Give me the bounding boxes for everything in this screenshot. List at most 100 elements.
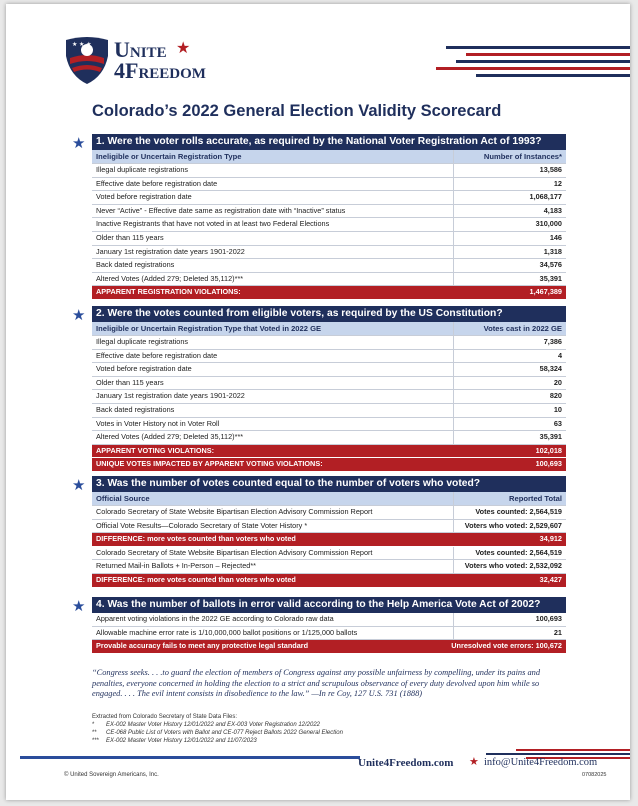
table-row: Official Vote Results—Colorado Secretary… [92,519,566,534]
table-row: Apparent voting violations in the 2022 G… [92,613,566,627]
total-row: UNIQUE VOTES IMPACTED BY APPARENT VOTING… [92,458,566,472]
row-label: Altered Votes (Added 279; Deleted 35,112… [96,273,244,283]
section-question: 4. Was the number of ballots in error va… [92,597,566,613]
column-header: Ineligible or Uncertain Registration Typ… [96,152,242,161]
table-row: Voted before registration date 1,068,177 [92,191,566,205]
column-header: Votes cast in 2022 GE [453,322,566,335]
row-value: 20 [453,376,566,390]
row-label: Older than 115 years [96,377,164,387]
svg-text:★ ★ ★: ★ ★ ★ [72,41,91,48]
row-label: Older than 115 years [96,232,164,242]
row-label: Effective date before registration date [96,350,218,360]
doc-code: 07082025 [582,772,607,778]
quote: “Congress seeks. . . .to guard the elect… [92,668,541,698]
total-row: APPARENT REGISTRATION VIOLATIONS: 1,467,3… [92,286,566,300]
row-value: 100,693 [453,613,566,626]
row-value: 35,391 [453,272,566,286]
section: ★ 1. Were the voter rolls accurate, as re… [72,134,566,300]
row-value: 63 [453,417,566,431]
total-row: DIFFERENCE: more votes counted than vote… [92,573,566,588]
total-label: UNIQUE VOTES IMPACTED BY APPARENT VOTING… [96,459,323,469]
footnote-mark: ** [92,730,97,736]
row-value: 4 [453,349,566,363]
footer-star: ★ [469,756,479,768]
row-label: Inactive Registrants that have not voted… [96,219,330,229]
row-label: Voted before registration date [96,364,192,374]
row-label: Back dated registrations [96,260,175,270]
row-label: Never “Active” - Effective date same as … [96,205,346,215]
table-row: Older than 115 years 20 [92,376,566,391]
logo-emblem: ★ ★ ★ [66,37,108,84]
footnote-mark: *** [92,738,100,744]
footer-email[interactable]: info@Unite4Freedom.com [484,757,598,768]
total-row: APPARENT VOTING VIOLATIONS: 102,018 [92,444,566,459]
table-row: Colorado Secretary of State Website Bipa… [92,506,566,520]
footnote: ** CE-068 Public List of Voters with Ball… [92,729,343,737]
row-value: Voters who voted: 2,532,092 [453,560,566,573]
row-label: Voted before registration date [96,192,192,202]
table-row: Illegal duplicate registrations 7,386 [92,336,566,350]
row-value: 34,576 [453,259,566,272]
footnote-text: CE-068 Public List of Voters with Ballot… [106,730,343,736]
total-label: DIFFERENCE: more votes counted than vote… [96,534,296,544]
table-row: January 1st registration date years 1901… [92,390,566,404]
table-row: Effective date before registration date 1… [92,177,566,192]
footnote: * EX-002 Master Voter History 12/01/2022 … [92,721,343,729]
table-row: Back dated registrations 34,576 [92,259,566,273]
column-header: Official Source [96,494,150,503]
row-value: 58,324 [453,363,566,376]
row-label: Votes in Voter History not in Voter Roll [96,418,220,428]
page: ★ ★ ★ Unite ★ 4Freedom Colorado’s 2022 G… [6,4,630,800]
column-header: Number of Instances* [453,150,566,163]
row-label: Allowable machine error rate is 1/10,000… [96,627,358,637]
row-label: January 1st registration date years 1901… [96,391,245,401]
table-row: Back dated registrations 10 [92,403,566,418]
row-label: Effective date before registration date [96,178,218,188]
row-value: Voters who voted: 2,529,607 [453,519,566,533]
star-icon: ★ [72,598,86,615]
section: ★ 4. Was the number of ballots in error v… [72,597,566,654]
total-row: Provable accuracy fails to meet any prot… [92,640,566,654]
total-label: Provable accuracy fails to meet any prot… [96,641,309,651]
row-label: Colorado Secretary of State Website Bipa… [96,507,373,516]
total-value: 100,693 [535,459,562,469]
row-value: 13,586 [453,164,566,177]
row-label: Illegal duplicate registrations [96,165,189,174]
table-header: Ineligible or Uncertain Registration Typ… [92,322,566,336]
section: ★ 2. Were the votes counted from eligible… [72,306,566,472]
section: ★ 3. Was the number of votes counted equa… [72,476,566,588]
flag-stripes [436,46,630,77]
star-icon: ★ [72,477,86,494]
row-value: 4,183 [453,204,566,218]
footer-website[interactable]: Unite4Freedom.com [358,757,454,769]
table-row: Inactive Registrants that have not voted… [92,218,566,232]
table-row: Votes in Voter History not in Voter Roll… [92,417,566,432]
row-label: Official Vote Results—Colorado Secretary… [96,520,308,530]
footnote-text: EX-002 Master Voter History 12/01/2022 a… [106,738,257,744]
row-value: 820 [453,390,566,403]
total-value: 34,912 [539,534,562,544]
total-label: APPARENT VOTING VIOLATIONS: [96,445,215,455]
total-label: APPARENT REGISTRATION VIOLATIONS: [96,287,241,297]
table-row: Returned Mail-in Ballots + In-Person – R… [92,560,566,574]
table-header: Ineligible or Uncertain Registration Typ… [92,150,566,164]
total-value: 102,018 [535,445,562,455]
table-row: Altered Votes (Added 279; Deleted 35,112… [92,431,566,445]
copyright: © United Sovereign Americans, Inc. [64,772,159,778]
logo-star: ★ [176,40,191,57]
table-row: January 1st registration date years 1901… [92,245,566,260]
row-label: Illegal duplicate registrations [96,337,189,346]
row-label: Altered Votes (Added 279; Deleted 35,112… [96,432,244,442]
logo-text: Unite [114,37,167,62]
logo-text: 4Freedom [114,58,206,83]
row-label: Back dated registrations [96,404,175,414]
footnote: *** EX-002 Master Voter History 12/01/202… [92,737,343,745]
star-icon: ★ [72,307,86,324]
row-value: 1,068,177 [453,191,566,204]
row-value: Votes counted: 2,564,519 [453,546,566,560]
page-title: Colorado’s 2022 General Election Validit… [92,102,502,120]
total-value: 32,427 [539,574,562,584]
table-row: Illegal duplicate registrations 13,586 [92,164,566,178]
table-row: Altered Votes (Added 279; Deleted 35,112… [92,272,566,287]
footnote-intro: Extracted from Colorado Secretary of Sta… [92,714,238,720]
